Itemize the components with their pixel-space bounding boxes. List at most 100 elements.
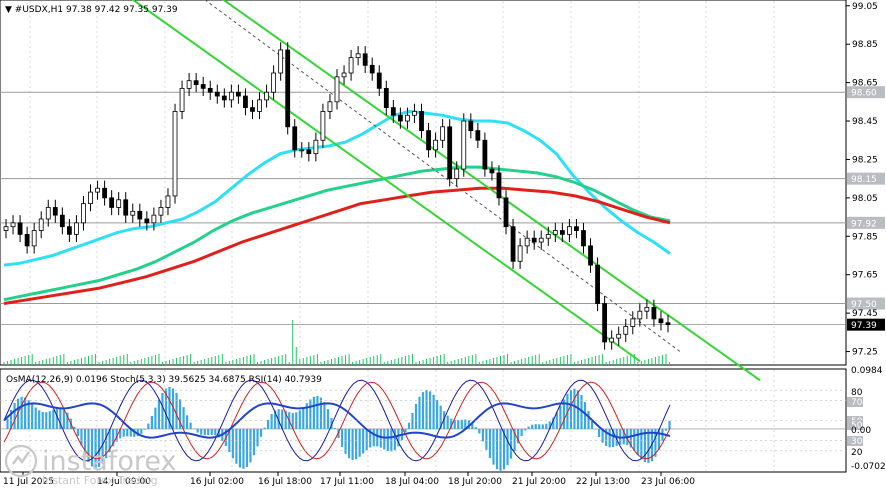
candle-body <box>433 139 438 151</box>
candle-body <box>665 322 671 326</box>
logo-circle-icon <box>4 444 38 478</box>
candle-body <box>109 197 115 208</box>
symbol-label: #USDX,H1 <box>15 5 63 15</box>
candle-body <box>348 57 354 74</box>
level-tag-label: 98.15 <box>851 175 877 185</box>
candle-body <box>95 187 100 193</box>
candle-body <box>10 222 16 228</box>
candle-body <box>524 237 530 247</box>
candle-body <box>236 91 241 97</box>
candle-body <box>88 191 93 205</box>
candle-body <box>158 207 164 216</box>
candle-body <box>250 107 255 112</box>
candle-body <box>257 99 262 112</box>
candle-body <box>545 233 551 239</box>
candle-body <box>461 120 467 170</box>
price-tick-label: 98.45 <box>852 117 878 127</box>
candle-body <box>320 111 326 141</box>
candle-body <box>285 49 291 128</box>
candle-body <box>517 245 523 262</box>
indicator-axis-label: 20 <box>851 448 863 458</box>
candle-body <box>123 199 129 216</box>
candle-body <box>221 95 227 101</box>
candle-body <box>59 214 65 228</box>
price-tick-label: 98.05 <box>852 194 878 204</box>
candle-body <box>588 245 593 266</box>
time-tick-label: 17 Jul 11:00 <box>320 477 374 487</box>
candle-body <box>454 168 460 180</box>
candle-body <box>567 226 572 235</box>
ema-slow-line <box>3 186 671 305</box>
candle-body <box>355 53 361 59</box>
candle-body <box>412 111 417 116</box>
candle-body <box>489 168 495 174</box>
indicator-axis-label: -0.0702 <box>851 462 886 472</box>
watermark-brand: instaforex <box>42 446 176 477</box>
price-axis: 99.05 98.85 98.65 98.45 98.25 98.05 97.85 97.65… <box>846 2 885 358</box>
indicator-level-tag <box>847 436 863 446</box>
candle-body <box>38 218 44 231</box>
level-tag-label: 97.50 <box>851 300 877 310</box>
candle-body <box>419 111 424 132</box>
current-price-tag <box>847 318 885 331</box>
candle-body <box>552 230 558 235</box>
candle-body <box>207 87 213 93</box>
candle-body <box>66 226 72 235</box>
time-tick-label: 16 Jul 18:00 <box>258 477 312 487</box>
ohlc-values: 97.38 97.42 97.35 97.39 <box>66 5 178 15</box>
stoch-signal-line <box>3 381 671 460</box>
candle-body <box>369 64 375 74</box>
candle-body <box>574 226 579 231</box>
candle-body <box>172 111 178 197</box>
indicator-series <box>0 379 846 471</box>
candle-body <box>271 72 277 93</box>
candle-body <box>609 337 615 343</box>
price-tick-label: 97.85 <box>852 232 878 242</box>
level-tag <box>847 297 885 310</box>
candle-body <box>376 72 382 89</box>
time-tick-label: 14 Jul 09:00 <box>97 477 151 487</box>
candle-body <box>306 149 312 155</box>
logo-arrow-icon <box>12 451 30 465</box>
price-tick-label: 99.05 <box>852 2 878 12</box>
candle-body <box>475 130 481 141</box>
candle-body <box>559 230 565 235</box>
time-axis: 11 Jul 2025 14 Jul 09:00 16 Jul 02:00 16 Ju… <box>3 472 695 487</box>
indicator-header: OsMA(12,26,9) 0.0196 Stoch(5,3,3) 39.562… <box>6 375 322 385</box>
price-tick-label: 97.25 <box>852 348 878 358</box>
candle-body <box>538 237 544 243</box>
candle-body <box>623 326 629 335</box>
candle-body <box>496 172 502 199</box>
candle-body <box>17 222 23 235</box>
candle-body <box>630 318 636 327</box>
collapse-icon[interactable]: ▼ <box>5 5 15 15</box>
price-tick-label: 97.65 <box>852 271 878 281</box>
indicator-axis-label: 30 <box>851 437 863 447</box>
channel-lower-line <box>131 0 641 362</box>
candle-body <box>165 195 171 208</box>
candle-body <box>137 210 143 220</box>
candle-body <box>426 130 431 151</box>
candle-body <box>81 203 86 224</box>
candle-body <box>327 101 333 112</box>
time-tick-label: 11 Jul 2025 <box>3 477 54 487</box>
candle-body <box>362 53 368 66</box>
candle-body <box>179 87 185 112</box>
time-tick-label: 21 Jul 20:00 <box>512 477 566 487</box>
indicator-axis-label: 70 <box>851 398 863 408</box>
candle-body <box>264 91 269 101</box>
candle-body <box>447 126 453 180</box>
candle-body <box>510 226 516 262</box>
candle-body <box>228 91 234 101</box>
candle-body <box>397 114 403 122</box>
time-tick-label: 18 Jul 20:00 <box>448 477 502 487</box>
level-tag <box>847 216 885 229</box>
candle-body <box>602 303 608 343</box>
candle-body <box>658 318 664 324</box>
price-tick-label: 98.65 <box>852 79 878 89</box>
indicator-axis-label: 0.00 <box>851 426 871 436</box>
level-lines <box>0 91 846 325</box>
rsi-line <box>3 402 671 439</box>
candle-body <box>299 149 305 152</box>
